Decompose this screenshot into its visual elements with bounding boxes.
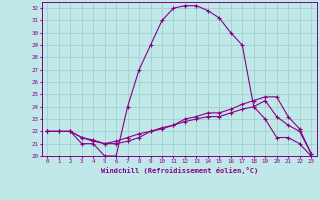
X-axis label: Windchill (Refroidissement éolien,°C): Windchill (Refroidissement éolien,°C)	[100, 167, 258, 174]
